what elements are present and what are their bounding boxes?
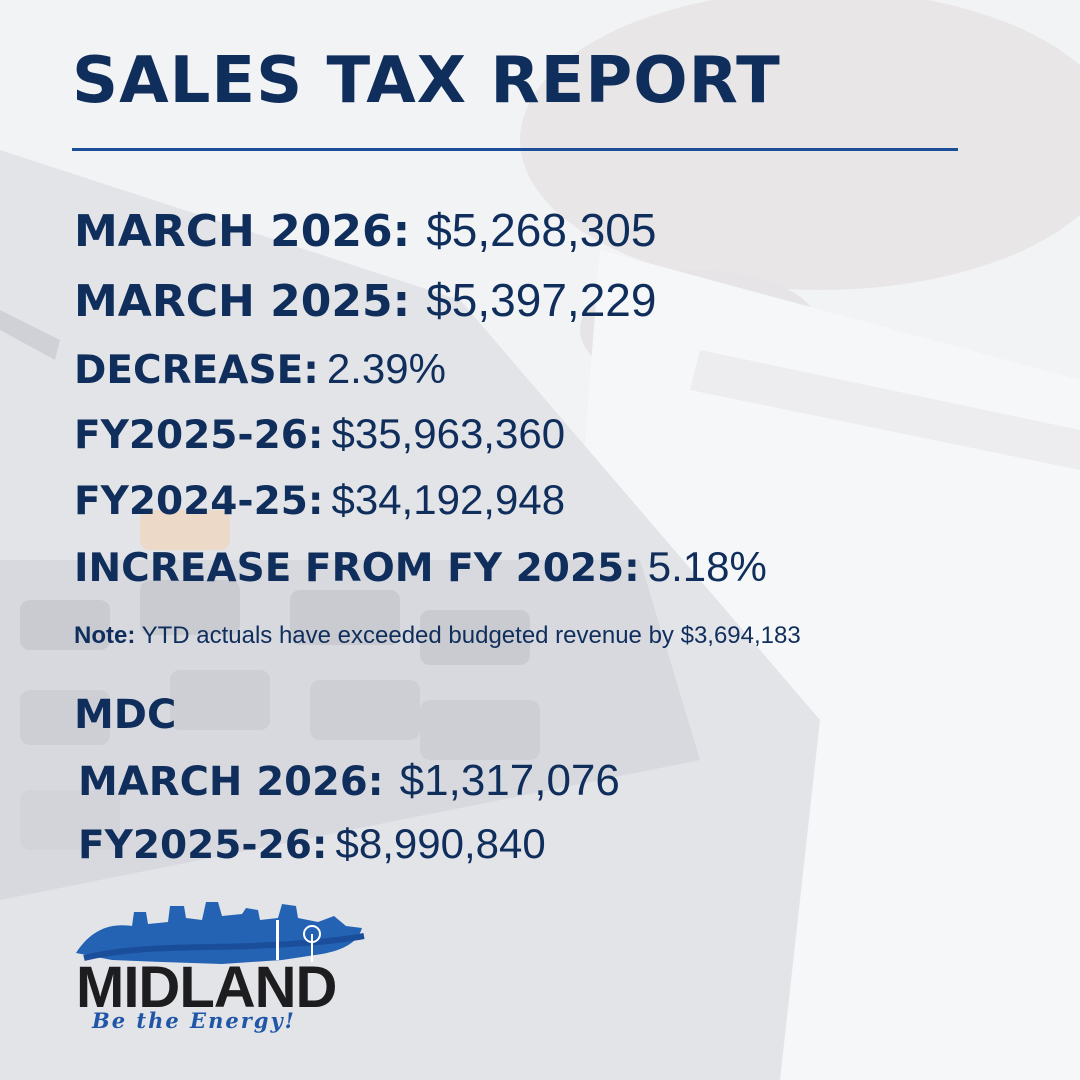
stat-label: MARCH 2025: <box>74 276 411 327</box>
stat-label: DECREASE: <box>74 348 319 393</box>
stat-label: MARCH 2026: <box>74 206 411 257</box>
stat-value: $8,990,840 <box>335 820 546 867</box>
note-label: Note: <box>74 622 136 649</box>
stat-value: 2.39% <box>326 345 446 392</box>
stat-fy2024-25: FY2024-25: $34,192,948 <box>74 476 565 524</box>
stat-fy2025-26: FY2025-26: $35,963,360 <box>74 410 565 458</box>
stat-decrease: DECREASE: 2.39% <box>74 345 446 393</box>
mdc-fy2025-26: FY2025-26: $8,990,840 <box>78 820 546 868</box>
stat-value: $5,397,229 <box>426 274 657 326</box>
note-text: YTD actuals have exceeded budgeted reven… <box>141 622 801 649</box>
page-title: SALES TAX REPORT <box>72 44 781 118</box>
stat-value: $35,963,360 <box>331 410 566 457</box>
logo-wordmark: MIDLAND <box>76 955 337 1020</box>
note: Note: YTD actuals have exceeded budgeted… <box>74 622 801 650</box>
stat-march-2026: MARCH 2026: $5,268,305 <box>74 203 656 257</box>
stat-value: $1,317,076 <box>399 756 620 805</box>
stat-label: MARCH 2026: <box>78 759 384 805</box>
stat-label: FY2025-26: <box>74 413 324 458</box>
stat-value: $34,192,948 <box>331 476 566 523</box>
midland-logo: MIDLAND Be the Energy! <box>72 898 372 1040</box>
stat-label: FY2024-25: <box>74 479 324 524</box>
mdc-heading: MDC <box>74 692 177 738</box>
stat-value: 5.18% <box>647 543 767 590</box>
title-divider <box>72 148 958 151</box>
stat-label: FY2025-26: <box>78 823 328 868</box>
logo-tagline: Be the Energy! <box>92 1008 296 1033</box>
mdc-march-2026: MARCH 2026: $1,317,076 <box>78 756 620 806</box>
stat-value: $5,268,305 <box>426 204 657 256</box>
stat-march-2025: MARCH 2025: $5,397,229 <box>74 273 656 327</box>
stat-increase: INCREASE FROM FY 2025: 5.18% <box>74 543 767 591</box>
stat-label: INCREASE FROM FY 2025: <box>74 546 640 591</box>
skyline-icon <box>76 902 365 964</box>
